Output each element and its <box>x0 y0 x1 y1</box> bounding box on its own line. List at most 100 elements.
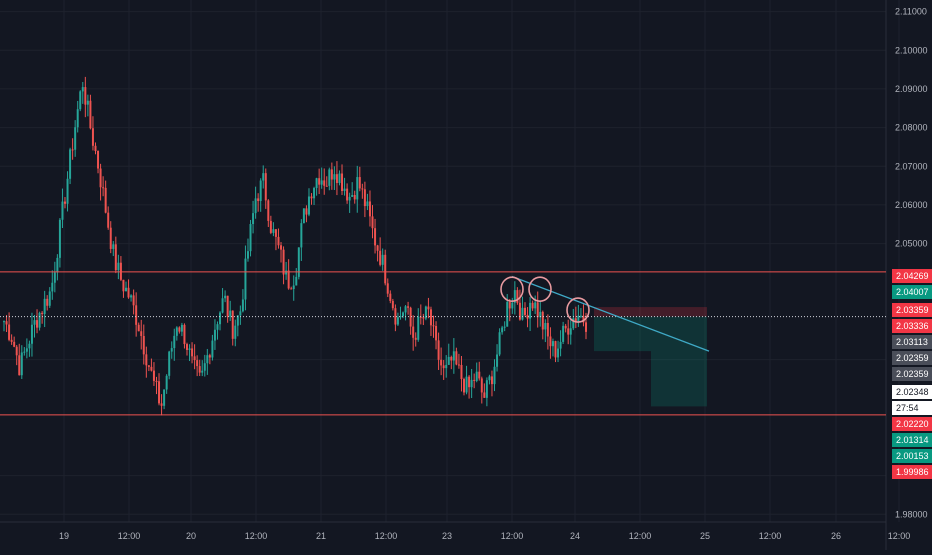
price-tick-label: 2.10000 <box>895 45 928 55</box>
candle-body <box>483 392 486 398</box>
price-tick-label: 2.11000 <box>895 7 927 17</box>
time-tick-label: 20 <box>186 531 196 541</box>
candle-body <box>117 262 120 271</box>
candle-body <box>173 335 176 349</box>
candle-body <box>170 348 173 352</box>
candle-body <box>348 196 351 201</box>
candle-body <box>150 366 153 371</box>
candle-body <box>318 178 321 185</box>
candle-body <box>84 87 87 105</box>
candle-body <box>358 177 361 189</box>
candle-body <box>69 149 72 179</box>
candle-body <box>25 348 28 352</box>
candle-body <box>384 254 387 284</box>
candle-body <box>445 364 448 369</box>
stop-loss-zone[interactable] <box>594 307 707 317</box>
time-tick-label: 19 <box>59 531 69 541</box>
highlight-circle[interactable] <box>528 276 552 303</box>
candle-body <box>226 295 229 317</box>
candle-body <box>79 91 82 110</box>
candle-body <box>81 87 84 92</box>
candle-body <box>241 299 244 312</box>
candle-body <box>18 355 21 376</box>
candle-body <box>257 198 260 202</box>
candle-body <box>28 343 31 349</box>
candle-body <box>402 312 405 316</box>
candle-body <box>145 354 148 366</box>
price-label-text: 27:54 <box>896 403 919 413</box>
candle-body <box>158 381 161 404</box>
candle-body <box>315 178 318 189</box>
price-label-box <box>892 449 932 463</box>
candle-body <box>577 315 580 322</box>
price-label-box <box>892 285 932 299</box>
candle-body <box>236 315 239 326</box>
candle-body <box>254 198 257 214</box>
price-label-box <box>892 385 932 399</box>
candle-body <box>396 317 399 325</box>
candle-body <box>447 356 450 365</box>
candle-body <box>450 356 453 361</box>
price-label-box <box>892 367 932 381</box>
candle-body <box>496 354 499 367</box>
candle-body <box>259 180 262 202</box>
candle-body <box>109 227 112 249</box>
candle-body <box>567 328 570 335</box>
time-tick-label: 12:00 <box>759 531 782 541</box>
price-label-box <box>892 417 932 431</box>
price-label-text: 2.02359 <box>896 353 929 363</box>
candle-body <box>508 302 511 309</box>
time-tick-label: 12:00 <box>888 531 911 541</box>
candle-body <box>272 229 275 233</box>
candle-body <box>36 320 39 328</box>
candle-body <box>536 302 539 318</box>
price-label-box <box>892 465 932 479</box>
candle-body <box>368 201 371 217</box>
time-tick-label: 25 <box>700 531 710 541</box>
candle-body <box>71 149 74 151</box>
candle-body <box>196 360 199 367</box>
candle-body <box>274 229 277 237</box>
candle-body <box>216 324 219 330</box>
candle-body <box>529 302 532 319</box>
trendline[interactable] <box>511 275 710 352</box>
candle-body <box>112 244 115 249</box>
candle-body <box>282 249 285 275</box>
candle-body <box>455 351 458 365</box>
price-label-text: 2.01314 <box>896 435 929 445</box>
highlight-circle[interactable] <box>500 276 524 303</box>
candle-body <box>203 363 206 371</box>
candle-body <box>305 208 308 215</box>
time-tick-label: 12:00 <box>118 531 141 541</box>
candle-body <box>419 316 422 318</box>
candle-body <box>399 315 402 318</box>
candle-body <box>300 223 303 248</box>
highlight-circle[interactable] <box>566 297 590 323</box>
candle-body <box>302 208 305 224</box>
candle-body <box>452 351 455 361</box>
time-tick-label: 12:00 <box>375 531 398 541</box>
candle-body <box>320 180 323 185</box>
price-label-text: 2.00153 <box>896 451 929 461</box>
candle-body <box>432 325 435 327</box>
candle-body <box>249 224 252 252</box>
candle-body <box>122 279 125 292</box>
time-tick-label: 12:00 <box>245 531 268 541</box>
candle-body <box>313 188 316 199</box>
candle-body <box>554 341 557 358</box>
candle-body <box>30 324 33 344</box>
candle-body <box>76 109 79 128</box>
candle-body <box>135 305 138 325</box>
candle-body <box>234 325 237 339</box>
candle-body <box>246 251 249 259</box>
candle-body <box>15 346 18 356</box>
candle-body <box>307 196 310 215</box>
candle-body <box>262 173 265 181</box>
candle-body <box>493 366 496 385</box>
price-label-box <box>892 303 932 317</box>
candle-body <box>518 302 521 320</box>
candle-body <box>3 321 5 323</box>
candle-body <box>534 302 537 309</box>
